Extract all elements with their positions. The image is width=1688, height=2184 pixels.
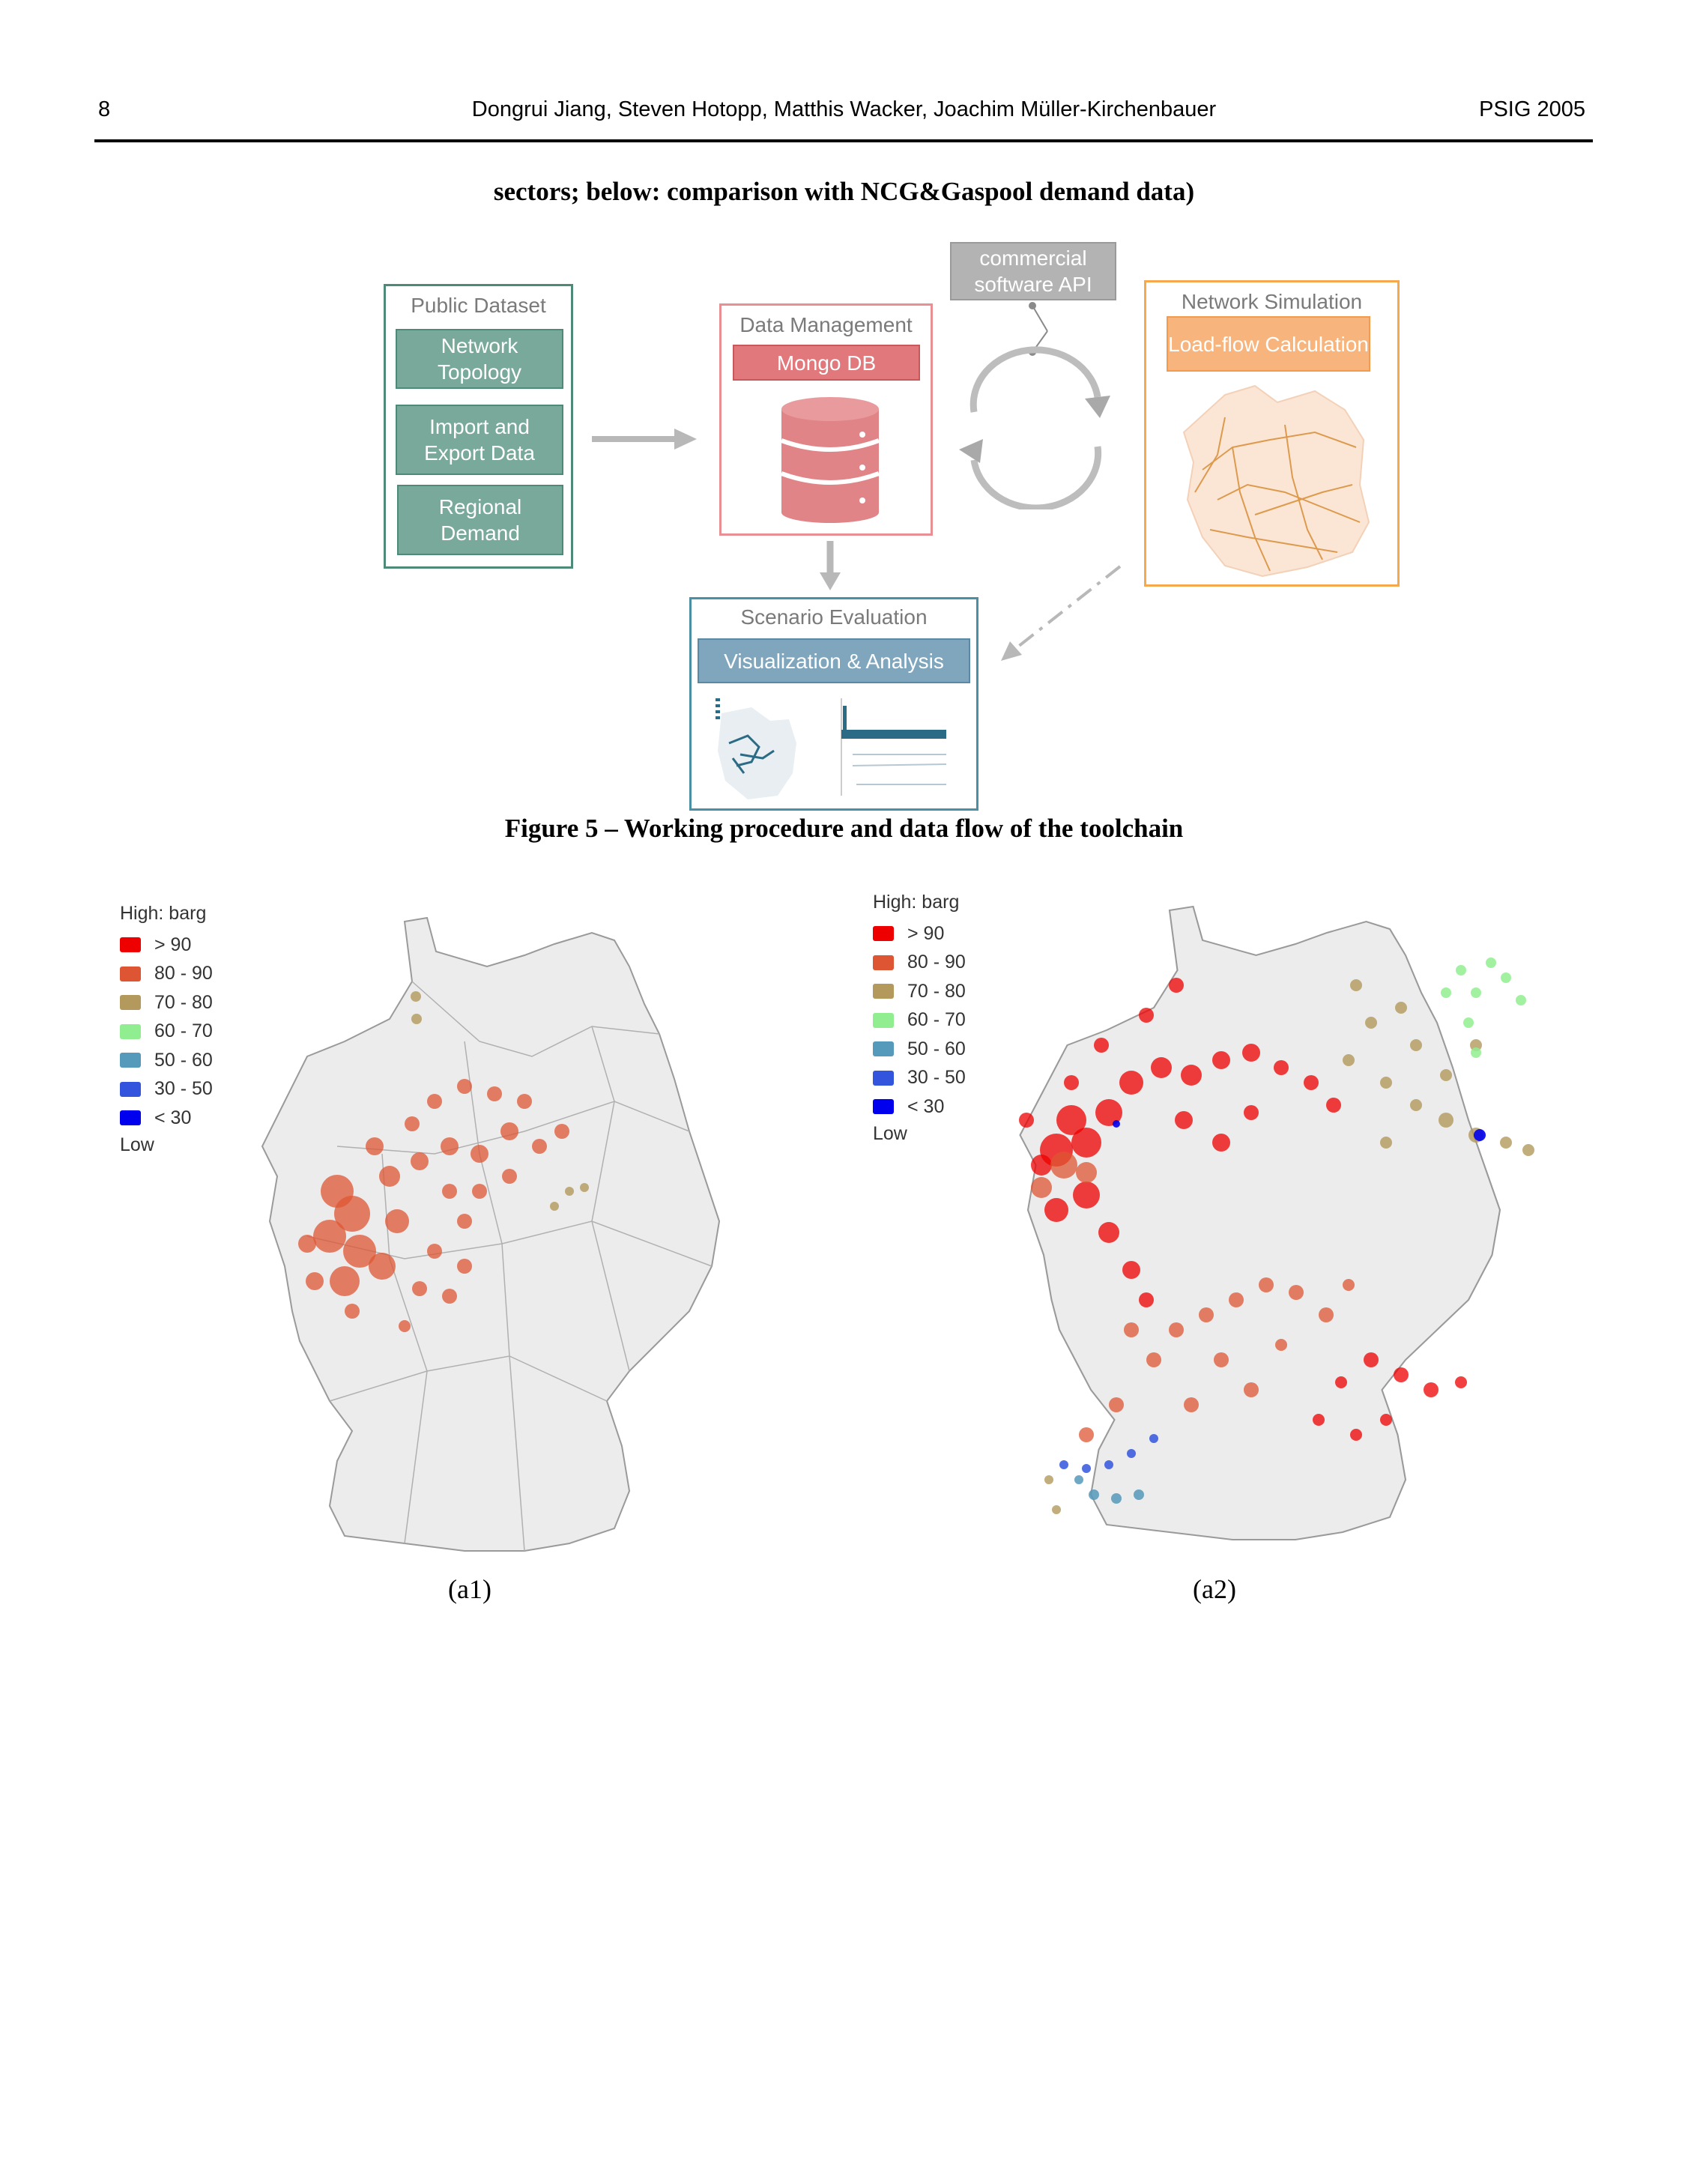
pressure-points-below-30 <box>1113 1120 1486 1141</box>
dashed-arrow-icon <box>1001 565 1122 661</box>
evaluation-thumbnails <box>716 698 947 799</box>
network-simulation-title: Network Simulation <box>1181 290 1363 313</box>
public-dataset-title: Public Dataset <box>411 294 546 317</box>
pressure-points-60-70 <box>1441 958 1526 1058</box>
legend-label: 30 - 50 <box>907 1067 966 1089</box>
legend-label: < 30 <box>154 1107 192 1128</box>
legend-low: Low <box>120 1134 154 1155</box>
legend-label: > 90 <box>154 934 192 955</box>
legend-swatch <box>873 1012 894 1028</box>
pressure-points-80-90 <box>298 1079 569 1332</box>
legend-label: 30 - 50 <box>154 1078 213 1100</box>
running-header-authors: Dongrui Jiang, Steven Hotopp, Matthis Wa… <box>471 97 1217 121</box>
germany-network-thumbnail <box>1182 384 1370 578</box>
legend-swatch <box>873 1099 894 1115</box>
map-a2-legend: High: barg > 90 80 - 90 70 - 80 60 - 70 … <box>873 892 966 1145</box>
map-a2-germany-pressure <box>1019 905 1534 1540</box>
regional-demand-item: Regional Demand <box>397 485 563 555</box>
subfigure-label-a1: (a1) <box>448 1574 491 1604</box>
legend-swatch <box>120 1081 141 1097</box>
legend-swatch <box>873 1070 894 1086</box>
running-header-venue: PSIG 2005 <box>1479 97 1585 121</box>
data-management-box: Data Management Mongo DB <box>719 303 933 536</box>
legend-title: High: barg <box>120 903 207 924</box>
figure-5-caption: Figure 5 – Working procedure and data fl… <box>504 814 1184 843</box>
legend-swatch <box>120 1053 141 1068</box>
legend-label: 70 - 80 <box>154 991 213 1013</box>
legend-label: 60 - 70 <box>907 1009 966 1031</box>
legend-label: 80 - 90 <box>154 963 213 984</box>
pressure-points-70-80 <box>1044 979 1534 1514</box>
legend-label: < 30 <box>907 1095 945 1117</box>
load-flow-label: Load-flow Calculation <box>1167 316 1370 372</box>
pressure-points-70-80 <box>411 991 589 1211</box>
legend-swatch <box>120 995 141 1011</box>
legend-swatch <box>120 966 141 981</box>
mongo-db-label: Mongo DB <box>733 345 920 381</box>
legend-swatch <box>873 926 894 942</box>
map-a1-germany-pressure <box>261 916 721 1552</box>
legend-label: > 90 <box>907 922 945 944</box>
legend-label: 80 - 90 <box>907 952 966 973</box>
database-icon <box>780 397 880 523</box>
pressure-points-above-90 <box>1019 978 1467 1441</box>
network-simulation-box: Network Simulation Load-flow Calculation <box>1144 280 1400 587</box>
visualization-analysis-label: Visualization & Analysis <box>698 638 970 683</box>
import-export-item: Import and Export Data <box>396 405 563 475</box>
legend-low: Low <box>873 1122 907 1144</box>
legend-title: High: barg <box>873 892 960 913</box>
legend-swatch <box>873 1041 894 1057</box>
header-rule <box>94 139 1593 142</box>
figure-5-diagram: Public Dataset Network Topology Import a… <box>0 0 1688 839</box>
pressure-points-80-90 <box>1031 1152 1355 1442</box>
subfigure-label-a2: (a2) <box>1193 1574 1236 1604</box>
page-number: 8 <box>98 97 111 121</box>
legend-swatch <box>120 1023 141 1039</box>
pressure-points-30-50 <box>1059 1434 1158 1473</box>
legend-swatch <box>120 937 141 953</box>
legend-label: 50 - 60 <box>907 1038 966 1059</box>
legend-swatch <box>873 955 894 970</box>
cycle-arrows-icon <box>959 302 1110 509</box>
network-topology-item: Network Topology <box>396 329 563 389</box>
map-a1-legend: High: barg > 90 80 - 90 70 - 80 60 - 70 … <box>120 903 213 1156</box>
scenario-evaluation-box: Scenario Evaluation Visualization & Anal… <box>689 597 978 811</box>
data-management-title: Data Management <box>739 313 913 336</box>
commercial-api-box: commercial software API <box>950 242 1116 300</box>
legend-label: 60 - 70 <box>154 1020 213 1042</box>
legend-swatch <box>120 1110 141 1126</box>
scenario-evaluation-title: Scenario Evaluation <box>740 605 928 629</box>
arrow-down-icon <box>820 541 841 590</box>
previous-figure-caption-tail: sectors; below: comparison with NCG&Gasp… <box>493 177 1195 206</box>
public-dataset-box: Public Dataset Network Topology Import a… <box>384 284 573 569</box>
arrow-right-icon <box>592 429 697 450</box>
pressure-points-50-60 <box>1074 1475 1144 1504</box>
legend-label: 50 - 60 <box>154 1049 213 1071</box>
legend-label: 70 - 80 <box>907 980 966 1002</box>
legend-swatch <box>873 984 894 999</box>
